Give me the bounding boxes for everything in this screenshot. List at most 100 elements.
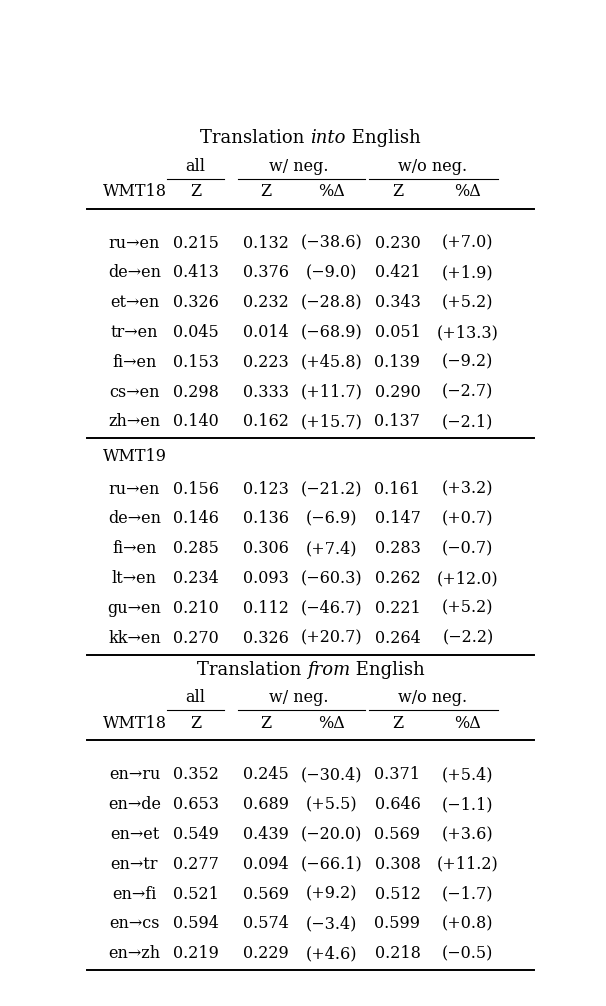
Text: 0.306: 0.306 bbox=[243, 540, 289, 557]
Text: tr→en: tr→en bbox=[111, 324, 158, 341]
Text: (+5.5): (+5.5) bbox=[306, 796, 358, 813]
Text: (−1.7): (−1.7) bbox=[442, 885, 494, 902]
Text: 0.137: 0.137 bbox=[375, 413, 421, 431]
Text: 0.132: 0.132 bbox=[243, 234, 289, 252]
Text: (−68.9): (−68.9) bbox=[301, 324, 362, 341]
Text: (−3.4): (−3.4) bbox=[306, 915, 358, 933]
Text: w/o neg.: w/o neg. bbox=[398, 158, 467, 175]
Text: 0.014: 0.014 bbox=[243, 324, 289, 341]
Text: %Δ: %Δ bbox=[318, 714, 345, 731]
Text: 0.594: 0.594 bbox=[173, 915, 218, 933]
Text: 0.094: 0.094 bbox=[243, 856, 289, 873]
Text: (+5.2): (+5.2) bbox=[442, 600, 494, 617]
Text: fi→en: fi→en bbox=[112, 540, 156, 557]
Text: 0.285: 0.285 bbox=[173, 540, 218, 557]
Text: 0.210: 0.210 bbox=[173, 600, 218, 617]
Text: 0.413: 0.413 bbox=[173, 265, 218, 282]
Text: (+0.7): (+0.7) bbox=[442, 510, 494, 527]
Text: 0.264: 0.264 bbox=[375, 630, 421, 647]
Text: 0.140: 0.140 bbox=[173, 413, 218, 431]
Text: (−66.1): (−66.1) bbox=[301, 856, 362, 873]
Text: 0.646: 0.646 bbox=[375, 796, 421, 813]
Text: (−30.4): (−30.4) bbox=[301, 767, 362, 784]
Text: 0.352: 0.352 bbox=[173, 767, 218, 784]
Text: 0.574: 0.574 bbox=[243, 915, 289, 933]
Text: 0.653: 0.653 bbox=[173, 796, 219, 813]
Text: 0.215: 0.215 bbox=[173, 234, 218, 252]
Text: 0.439: 0.439 bbox=[243, 826, 289, 843]
Text: Translation: Translation bbox=[201, 129, 310, 147]
Text: (−2.1): (−2.1) bbox=[442, 413, 494, 431]
Text: 0.123: 0.123 bbox=[243, 481, 289, 498]
Text: (−20.0): (−20.0) bbox=[301, 826, 362, 843]
Text: 0.326: 0.326 bbox=[173, 294, 218, 311]
Text: (+9.2): (+9.2) bbox=[306, 885, 358, 902]
Text: 0.512: 0.512 bbox=[375, 885, 421, 902]
Text: 0.153: 0.153 bbox=[173, 354, 219, 371]
Text: de→en: de→en bbox=[108, 510, 161, 527]
Text: 0.234: 0.234 bbox=[173, 570, 218, 588]
Text: 0.221: 0.221 bbox=[375, 600, 421, 617]
Text: (+5.4): (+5.4) bbox=[442, 767, 494, 784]
Text: 0.521: 0.521 bbox=[173, 885, 218, 902]
Text: gu→en: gu→en bbox=[107, 600, 161, 617]
Text: 0.262: 0.262 bbox=[375, 570, 421, 588]
Text: 0.277: 0.277 bbox=[173, 856, 218, 873]
Text: 0.045: 0.045 bbox=[173, 324, 218, 341]
Text: 0.112: 0.112 bbox=[243, 600, 289, 617]
Text: %Δ: %Δ bbox=[318, 183, 345, 200]
Text: (−38.6): (−38.6) bbox=[301, 234, 362, 252]
Text: et→en: et→en bbox=[110, 294, 159, 311]
Text: Translation: Translation bbox=[196, 661, 307, 678]
Text: Z: Z bbox=[392, 183, 403, 200]
Text: %Δ: %Δ bbox=[454, 183, 481, 200]
Text: en→et: en→et bbox=[110, 826, 159, 843]
Text: English: English bbox=[350, 661, 425, 678]
Text: Z: Z bbox=[190, 183, 201, 200]
Text: all: all bbox=[185, 689, 205, 706]
Text: en→tr: en→tr bbox=[111, 856, 158, 873]
Text: 0.549: 0.549 bbox=[173, 826, 218, 843]
Text: (+15.7): (+15.7) bbox=[301, 413, 362, 431]
Text: (−9.0): (−9.0) bbox=[306, 265, 358, 282]
Text: 0.290: 0.290 bbox=[375, 383, 421, 400]
Text: (+11.2): (+11.2) bbox=[437, 856, 499, 873]
Text: 0.218: 0.218 bbox=[375, 946, 421, 962]
Text: (+7.4): (+7.4) bbox=[306, 540, 358, 557]
Text: Z: Z bbox=[261, 183, 271, 200]
Text: %Δ: %Δ bbox=[454, 714, 481, 731]
Text: kk→en: kk→en bbox=[108, 630, 161, 647]
Text: 0.156: 0.156 bbox=[173, 481, 219, 498]
Text: (+5.2): (+5.2) bbox=[442, 294, 494, 311]
Text: (+4.6): (+4.6) bbox=[306, 946, 358, 962]
Text: (+12.0): (+12.0) bbox=[437, 570, 499, 588]
Text: 0.223: 0.223 bbox=[243, 354, 289, 371]
Text: 0.051: 0.051 bbox=[375, 324, 421, 341]
Text: (−2.2): (−2.2) bbox=[442, 630, 493, 647]
Text: zh→en: zh→en bbox=[108, 413, 161, 431]
Text: fi→en: fi→en bbox=[112, 354, 156, 371]
Text: en→ru: en→ru bbox=[108, 767, 160, 784]
Text: 0.146: 0.146 bbox=[173, 510, 218, 527]
Text: (−6.9): (−6.9) bbox=[306, 510, 358, 527]
Text: w/o neg.: w/o neg. bbox=[398, 689, 467, 706]
Text: ru→en: ru→en bbox=[108, 481, 160, 498]
Text: (−46.7): (−46.7) bbox=[301, 600, 362, 617]
Text: WMT18: WMT18 bbox=[102, 714, 167, 731]
Text: en→fi: en→fi bbox=[112, 885, 156, 902]
Text: (+45.8): (+45.8) bbox=[301, 354, 362, 371]
Text: all: all bbox=[185, 158, 205, 175]
Text: 0.136: 0.136 bbox=[243, 510, 289, 527]
Text: Z: Z bbox=[190, 714, 201, 731]
Text: Z: Z bbox=[261, 714, 271, 731]
Text: 0.245: 0.245 bbox=[243, 767, 289, 784]
Text: 0.599: 0.599 bbox=[375, 915, 421, 933]
Text: 0.421: 0.421 bbox=[375, 265, 421, 282]
Text: English: English bbox=[346, 129, 421, 147]
Text: 0.298: 0.298 bbox=[173, 383, 218, 400]
Text: (+11.7): (+11.7) bbox=[301, 383, 362, 400]
Text: en→de: en→de bbox=[108, 796, 161, 813]
Text: 0.326: 0.326 bbox=[243, 630, 289, 647]
Text: (−28.8): (−28.8) bbox=[301, 294, 362, 311]
Text: 0.343: 0.343 bbox=[375, 294, 421, 311]
